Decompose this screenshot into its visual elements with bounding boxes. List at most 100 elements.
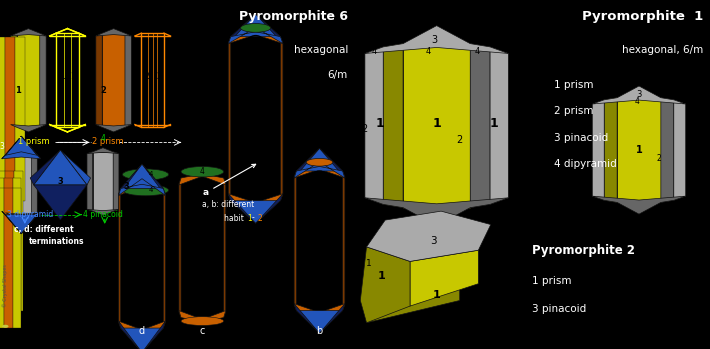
Ellipse shape: [181, 317, 224, 325]
Text: 1: 1: [433, 290, 440, 300]
Polygon shape: [1, 211, 21, 234]
Text: 4: 4: [683, 97, 687, 106]
Polygon shape: [280, 37, 283, 201]
Polygon shape: [1, 136, 21, 159]
Polygon shape: [592, 86, 686, 104]
Polygon shape: [17, 33, 40, 127]
Polygon shape: [142, 164, 165, 195]
Text: Pyromorphite  1: Pyromorphite 1: [581, 10, 703, 23]
Polygon shape: [11, 125, 46, 132]
Polygon shape: [13, 178, 21, 318]
Polygon shape: [410, 250, 479, 306]
Polygon shape: [256, 14, 283, 44]
Polygon shape: [229, 194, 283, 206]
Polygon shape: [294, 162, 345, 178]
Ellipse shape: [181, 166, 224, 177]
Polygon shape: [179, 311, 226, 322]
Polygon shape: [6, 215, 37, 234]
Text: 4 pinacoid: 4 pinacoid: [84, 210, 124, 219]
Polygon shape: [366, 261, 460, 323]
Polygon shape: [0, 178, 4, 318]
Text: 1: 1: [635, 145, 643, 155]
Polygon shape: [617, 98, 661, 202]
Polygon shape: [93, 152, 113, 211]
Text: 1: 1: [60, 72, 65, 81]
Text: 1 prism: 1 prism: [554, 80, 594, 90]
Polygon shape: [6, 151, 37, 157]
Text: habit: habit: [224, 214, 246, 223]
Text: 1: 1: [582, 145, 589, 155]
Text: 2: 2: [656, 154, 661, 163]
Polygon shape: [490, 47, 508, 205]
Text: 1 prism: 1 prism: [18, 137, 50, 146]
Polygon shape: [343, 171, 345, 311]
Text: 4 dipyramid: 4 dipyramid: [554, 159, 616, 169]
Polygon shape: [119, 321, 165, 332]
Text: 4: 4: [475, 47, 480, 56]
Polygon shape: [119, 321, 142, 349]
Polygon shape: [294, 148, 320, 178]
Polygon shape: [403, 44, 470, 208]
Text: 1: 1: [366, 259, 372, 268]
Text: 2: 2: [156, 72, 161, 81]
Polygon shape: [592, 196, 686, 214]
Polygon shape: [320, 148, 345, 178]
Polygon shape: [34, 185, 87, 220]
Polygon shape: [30, 150, 60, 185]
Polygon shape: [229, 194, 256, 223]
Text: 1: 1: [15, 86, 21, 95]
Text: 2: 2: [144, 72, 149, 81]
Text: hexagonal, 6/m: hexagonal, 6/m: [622, 45, 703, 55]
Polygon shape: [294, 171, 297, 311]
Polygon shape: [674, 100, 686, 200]
Text: 4: 4: [101, 134, 105, 143]
Polygon shape: [40, 33, 46, 127]
Polygon shape: [320, 304, 345, 333]
Text: 3: 3: [432, 35, 438, 45]
Polygon shape: [179, 178, 181, 318]
Polygon shape: [34, 150, 87, 185]
Polygon shape: [179, 174, 226, 185]
Polygon shape: [14, 171, 23, 311]
Text: 3: 3: [123, 182, 129, 191]
Ellipse shape: [241, 23, 271, 32]
Text: a, b: different: a, b: different: [202, 200, 255, 209]
Text: 1: 1: [699, 147, 704, 156]
Polygon shape: [87, 148, 119, 154]
Text: 3: 3: [430, 236, 437, 246]
Polygon shape: [0, 171, 5, 311]
Polygon shape: [21, 136, 40, 159]
Polygon shape: [297, 311, 343, 333]
Text: 1: 1: [685, 145, 692, 155]
Polygon shape: [229, 28, 283, 44]
Text: 1: 1: [70, 72, 75, 81]
Polygon shape: [87, 209, 119, 215]
Polygon shape: [6, 136, 37, 155]
Polygon shape: [11, 155, 31, 215]
Text: b: b: [317, 326, 322, 336]
Polygon shape: [13, 188, 21, 328]
Polygon shape: [256, 194, 283, 223]
Text: 2: 2: [569, 149, 574, 158]
Polygon shape: [6, 155, 11, 215]
Polygon shape: [113, 152, 119, 211]
Text: d: d: [139, 326, 145, 336]
Polygon shape: [1, 152, 40, 159]
Polygon shape: [96, 125, 131, 132]
Ellipse shape: [122, 185, 168, 196]
Text: 2: 2: [361, 124, 367, 134]
Polygon shape: [11, 33, 17, 127]
Text: 2: 2: [457, 135, 463, 144]
Ellipse shape: [306, 158, 333, 166]
Text: 3: 3: [0, 142, 4, 151]
Polygon shape: [31, 155, 37, 215]
Polygon shape: [96, 33, 102, 127]
Polygon shape: [361, 247, 410, 323]
Text: hexagonal: hexagonal: [293, 45, 348, 55]
Text: 4: 4: [589, 97, 594, 106]
Text: 1: 1: [489, 117, 498, 131]
Polygon shape: [142, 321, 165, 349]
Text: 1: 1: [376, 117, 384, 131]
Text: 4: 4: [372, 47, 377, 56]
Text: Pyromorphite 2: Pyromorphite 2: [532, 244, 635, 257]
